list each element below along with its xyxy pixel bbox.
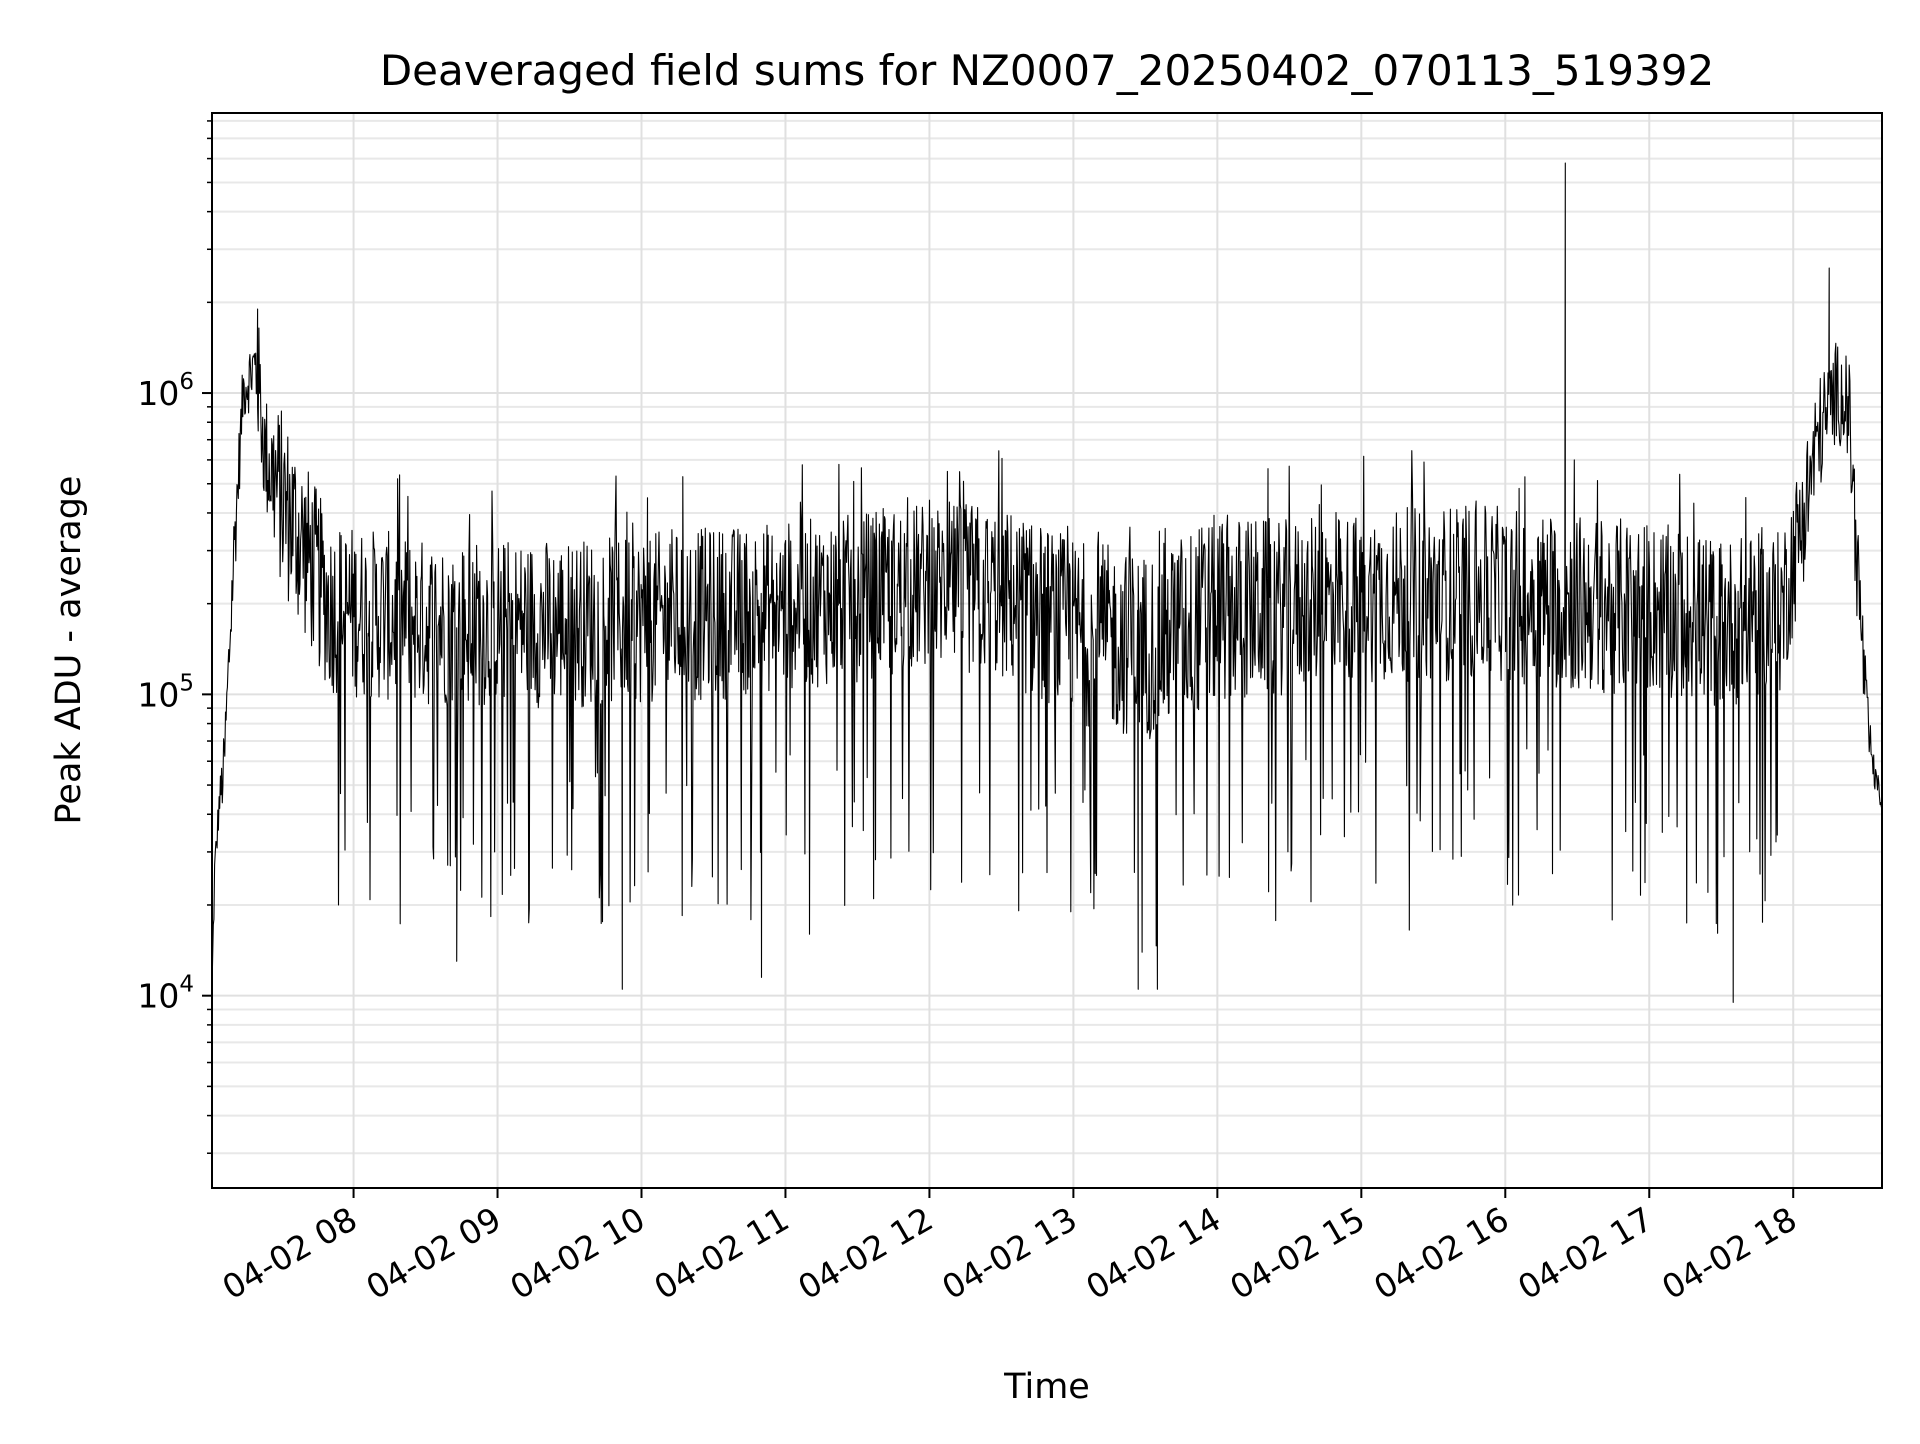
x-axis-label: Time	[1003, 1367, 1090, 1407]
y-tick-label: 105	[137, 670, 194, 714]
plot-frame	[211, 112, 1883, 1189]
series-line	[211, 162, 1883, 1003]
y-axis-label: Peak ADU - average	[49, 476, 89, 825]
y-tick-label: 106	[137, 369, 194, 413]
y-tick-label: 104	[137, 972, 194, 1016]
chart-title: Deaveraged field sums for NZ0007_2025040…	[380, 46, 1714, 95]
series-layer	[211, 162, 1883, 1003]
